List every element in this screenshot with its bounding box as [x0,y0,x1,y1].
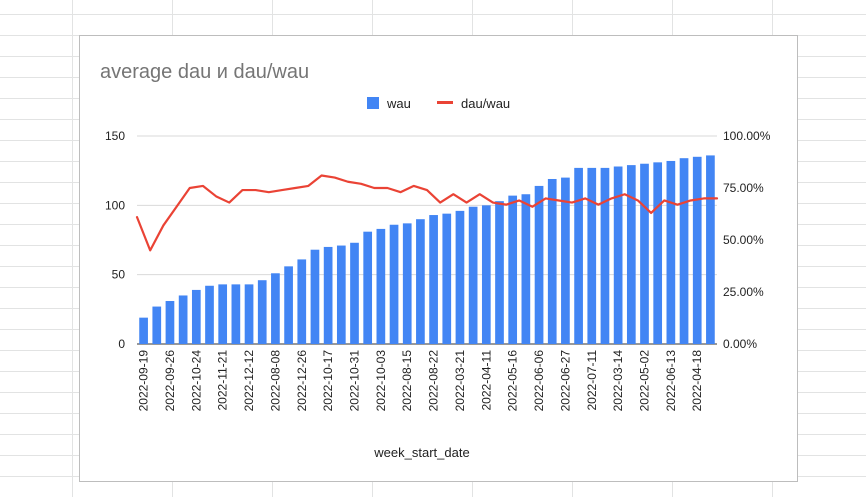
wau-bar [613,166,623,344]
wau-bar [389,224,399,344]
legend-swatch-dau-wau [437,101,453,104]
wau-bar [218,284,228,344]
x-axis-tick-label: 2022-08-15 [400,350,414,412]
x-axis-tick-label: 2022-12-26 [295,350,309,412]
right-axis-tick-label: 25.00% [723,285,764,299]
chart-title: average dau и dau/wau [100,61,309,83]
wau-bar [508,195,518,344]
x-axis-tick-label: 2022-10-17 [321,350,335,412]
legend-swatch-wau [367,97,379,109]
x-axis-title: week_start_date [373,445,469,460]
x-axis-tick-label: 2022-03-14 [611,350,625,412]
wau-bar [547,178,557,344]
wau-bar [666,160,676,344]
x-axis-tick-label: 2022-06-06 [532,350,546,412]
right-axis-tick-label: 0.00% [723,337,757,351]
wau-bar [271,273,280,344]
wau-bar [495,201,504,344]
wau-bar [323,246,333,344]
x-axis-tick-label: 2022-10-31 [348,350,362,412]
wau-bar [455,210,465,344]
right-axis-tick-labels: 0.00% 25.00% 50.00% 75.00% 100.00% [723,129,771,351]
wau-bar [574,167,583,344]
legend-label-dau-wau: dau/wau [461,96,510,111]
chart-card: average dau и dau/wau wau dau/wau 0 50 100… [79,35,798,482]
wau-bar [257,280,267,344]
wau-bars [139,155,715,344]
x-axis-tick-label: 2022-07-11 [585,350,599,411]
wau-bar [429,215,438,344]
wau-bar [468,206,478,344]
x-axis-tick-labels: 2022-09-19 2022-09-26 2022-10-24 2022-11-21… [137,350,705,412]
x-axis-tick-label: 2022-05-02 [638,350,652,412]
wau-bar [600,167,610,344]
x-axis-tick-label: 2022-11-21 [216,350,230,411]
wau-bar [626,165,636,344]
wau-bar [231,284,241,344]
wau-bar [402,223,412,344]
x-axis-tick-label: 2022-12-12 [242,350,256,412]
wau-bar [139,317,148,344]
x-axis-tick-label: 2022-09-26 [163,350,177,412]
wau-bar [442,213,452,344]
wau-bar [336,245,346,344]
wau-bar [284,266,293,344]
x-axis-tick-label: 2022-06-13 [664,350,678,412]
x-axis-tick-label: 2022-08-22 [427,350,441,412]
wau-bar [481,205,491,344]
left-axis-tick-label: 50 [112,268,126,282]
right-axis-tick-label: 75.00% [723,181,764,195]
wau-bar [521,194,531,344]
x-axis-tick-label: 2022-05-16 [506,350,520,412]
right-axis-tick-label: 100.00% [723,129,771,143]
x-axis-tick-label: 2022-03-21 [453,350,467,412]
wau-bar [297,259,307,344]
wau-bar [561,177,570,344]
wau-bar [363,231,373,344]
wau-bar [165,301,175,344]
x-axis-tick-label: 2022-09-19 [137,350,151,412]
wau-bar [178,295,188,344]
x-axis-tick-label: 2022-04-11 [479,350,493,411]
wau-bar [152,306,162,344]
x-axis-tick-label: 2022-04-18 [690,350,704,412]
wau-bar [205,285,214,344]
combo-chart: average dau и dau/wau wau dau/wau 0 50 100… [100,61,771,460]
right-axis-tick-label: 50.00% [723,233,764,247]
wau-bar [534,185,544,344]
wau-bar [587,167,597,344]
x-axis-tick-label: 2022-10-03 [374,350,388,412]
x-axis-tick-label: 2022-06-27 [558,350,572,412]
dau-wau-line [135,174,719,252]
wau-bar [416,219,425,344]
x-axis-tick-label: 2022-08-08 [268,350,282,412]
left-axis-tick-label: 100 [105,198,125,212]
wau-bar [640,163,649,344]
x-axis-tick-label: 2022-10-24 [189,350,203,412]
left-axis-tick-label: 150 [105,129,125,143]
wau-bar [350,242,359,344]
wau-bar [692,156,702,344]
dau-wau-series-line [135,174,719,252]
left-axis-tick-labels: 0 50 100 150 [105,129,125,351]
legend-label-wau: wau [386,96,411,111]
left-axis-tick-label: 0 [118,337,125,351]
wau-bar [679,158,689,344]
wau-bar [244,284,254,344]
wau-bar [706,155,715,344]
wau-bar [310,249,320,344]
wau-bar [376,228,386,344]
wau-bar [653,162,663,344]
legend[interactable]: wau dau/wau [367,96,510,111]
wau-bar [191,289,201,344]
